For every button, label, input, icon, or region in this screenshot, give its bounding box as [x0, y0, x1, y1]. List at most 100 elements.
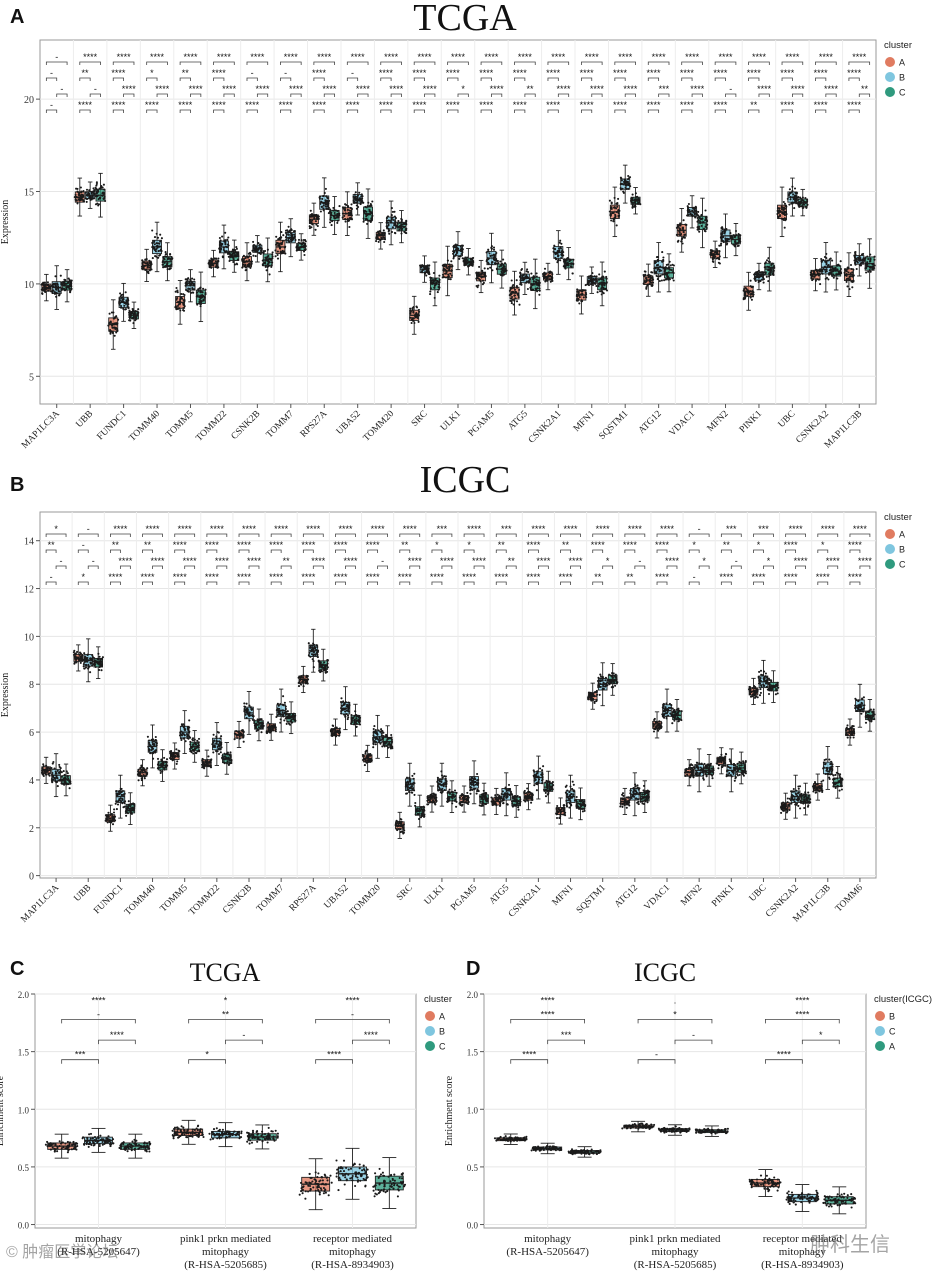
data-point	[361, 200, 364, 203]
data-point	[181, 723, 184, 726]
data-point	[242, 254, 245, 257]
data-point	[738, 239, 741, 242]
data-point	[354, 191, 357, 194]
data-point	[503, 273, 506, 276]
data-point	[228, 758, 231, 761]
data-point	[812, 273, 815, 276]
data-point	[73, 655, 76, 658]
data-point	[617, 197, 620, 200]
data-point	[225, 756, 228, 759]
data-point	[278, 238, 281, 241]
data-point	[645, 276, 648, 280]
data-point	[722, 241, 725, 244]
data-point	[120, 300, 123, 303]
data-point	[645, 287, 648, 290]
data-point	[635, 198, 638, 201]
data-point	[40, 771, 44, 774]
data-point	[546, 279, 549, 282]
data-point	[246, 264, 249, 268]
data-point	[527, 270, 530, 274]
data-point	[129, 311, 132, 314]
data-point	[438, 278, 441, 281]
data-point	[341, 216, 344, 219]
data-point	[336, 221, 339, 224]
data-point	[400, 225, 403, 228]
significance-label: ****	[317, 52, 332, 62]
data-point	[123, 801, 126, 804]
data-point	[266, 255, 269, 258]
data-point	[660, 279, 663, 282]
data-point	[468, 260, 472, 263]
data-point	[475, 277, 478, 280]
significance-bracket	[223, 93, 235, 97]
data-point	[604, 287, 607, 290]
data-point	[481, 283, 484, 286]
significance-bracket	[45, 61, 68, 65]
data-point	[453, 244, 456, 247]
data-point	[379, 239, 382, 242]
data-point	[93, 657, 96, 660]
data-point	[163, 261, 166, 264]
significance-bracket	[89, 93, 101, 97]
data-point	[111, 823, 115, 826]
data-point	[314, 220, 317, 223]
significance-bracket	[79, 109, 91, 113]
data-point	[218, 247, 221, 250]
box-b	[284, 218, 297, 258]
data-point	[70, 285, 73, 288]
data-point	[729, 232, 732, 235]
data-point	[854, 250, 857, 254]
data-point	[214, 260, 217, 263]
category-uba52	[341, 182, 374, 239]
data-point	[685, 223, 688, 226]
data-point	[629, 185, 632, 188]
box-b	[318, 177, 331, 228]
data-point	[93, 189, 96, 192]
data-point	[147, 745, 150, 748]
data-point	[394, 217, 397, 220]
data-point	[130, 811, 133, 814]
data-point	[170, 757, 173, 760]
data-point	[182, 299, 185, 302]
significance-bracket	[346, 61, 369, 65]
data-point	[615, 224, 618, 227]
data-point	[310, 226, 313, 229]
data-point	[848, 288, 851, 291]
data-point	[236, 736, 239, 740]
data-point	[375, 236, 378, 240]
significance-label: ****	[189, 84, 204, 94]
data-point	[767, 280, 770, 283]
data-point	[544, 280, 547, 283]
significance-label: ****	[145, 100, 160, 110]
data-point	[176, 760, 179, 763]
significance-label: ****	[551, 52, 566, 62]
x-tick-label: RPS27A	[299, 409, 330, 440]
data-point	[677, 224, 680, 228]
data-point	[380, 236, 383, 239]
data-point	[350, 214, 353, 217]
data-point	[526, 268, 529, 271]
data-point	[151, 246, 154, 249]
data-point	[130, 803, 133, 806]
data-point	[159, 253, 162, 256]
data-point	[119, 787, 122, 790]
data-point	[85, 188, 89, 191]
significance-bracket	[213, 109, 225, 113]
data-point	[584, 284, 587, 287]
data-point	[450, 274, 453, 277]
data-point	[103, 195, 106, 198]
significance-bracket	[557, 93, 570, 97]
data-point	[276, 253, 279, 257]
data-point	[135, 317, 138, 321]
significance-label: ****	[215, 556, 230, 566]
data-point	[190, 291, 193, 294]
data-point	[513, 288, 517, 291]
y-tick-label: 10	[24, 280, 34, 291]
data-point	[131, 307, 134, 311]
significance-bracket	[380, 109, 392, 113]
data-point	[127, 306, 130, 309]
data-point	[385, 221, 388, 224]
data-point	[159, 240, 162, 243]
data-point	[151, 740, 154, 744]
data-point	[661, 251, 664, 254]
